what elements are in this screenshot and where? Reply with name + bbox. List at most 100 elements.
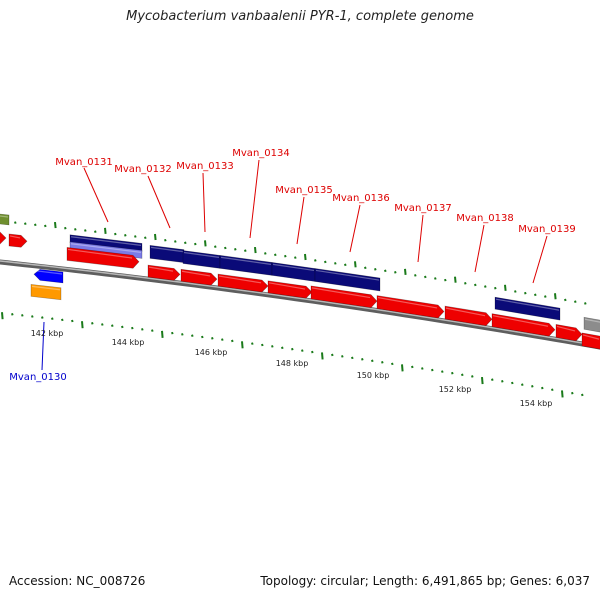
outer-tick xyxy=(24,222,27,225)
inner-tick xyxy=(381,361,384,364)
feature-highlight xyxy=(582,334,600,340)
genome-backbone xyxy=(0,259,600,350)
leader-line xyxy=(417,214,424,263)
inner-tick xyxy=(71,319,74,323)
feature-highlight xyxy=(67,248,133,259)
gene-label: Mvan_0132 xyxy=(114,164,171,175)
backbone-highlight xyxy=(0,260,600,347)
outer-tick xyxy=(504,284,507,291)
outer-tick xyxy=(144,236,147,240)
inner-tick xyxy=(481,376,484,385)
inner-tick xyxy=(61,318,64,322)
inner-tick xyxy=(321,352,324,360)
inner-tick xyxy=(531,385,534,388)
label-leader-lines xyxy=(41,159,548,371)
cds-arrow xyxy=(66,247,140,269)
inner-tick xyxy=(21,314,24,317)
outer-tick xyxy=(154,233,157,241)
outer-tick xyxy=(14,221,17,224)
outer-tick xyxy=(584,302,587,305)
outer-tick xyxy=(104,227,107,234)
outer-tick xyxy=(424,275,427,279)
cds-arrow xyxy=(180,268,218,286)
inner-tick xyxy=(311,350,314,354)
inner-tick xyxy=(571,391,574,395)
cds-arrow xyxy=(0,231,7,245)
outer-tick xyxy=(184,241,187,245)
outer-tick xyxy=(164,238,167,242)
feature-highlight xyxy=(70,236,142,246)
outer-tick xyxy=(74,228,77,231)
scale-label: 146 kbp xyxy=(195,348,228,357)
inner-tick xyxy=(171,331,174,335)
scale-label: 142 kbp xyxy=(31,329,64,338)
outer-tick xyxy=(404,268,407,275)
outer-tick xyxy=(264,252,267,255)
gene-label: Mvan_0134 xyxy=(232,148,289,159)
inner-tick xyxy=(261,343,264,347)
outer-tick xyxy=(394,271,397,274)
scale-label: 144 kbp xyxy=(112,338,145,347)
feature-highlight xyxy=(445,307,486,317)
scale-label: 152 kbp xyxy=(439,385,472,394)
scale-labels: 142 kbp 144 kbp 146 kbp 148 kbp 150 kbp 152 k… xyxy=(31,329,553,408)
outer-tick xyxy=(194,242,197,246)
leader-line xyxy=(349,204,361,253)
inner-tick xyxy=(471,375,474,378)
cds-arrow xyxy=(376,295,445,319)
inner-tick xyxy=(101,323,104,326)
cds-arrow xyxy=(310,285,378,308)
feature-highlight xyxy=(377,296,438,309)
feature-highlight xyxy=(148,266,174,272)
inner-tick xyxy=(361,358,364,361)
outer-tick xyxy=(84,229,87,232)
inner-tick xyxy=(201,335,204,339)
inner-tick xyxy=(161,330,164,338)
outer-tick xyxy=(494,286,497,290)
inner-tick xyxy=(241,341,244,349)
outer-tick xyxy=(294,256,297,259)
leader-line xyxy=(249,159,260,239)
leader-line xyxy=(296,196,305,245)
feature-track xyxy=(0,213,600,350)
leader-line xyxy=(532,235,548,284)
inner-tick xyxy=(501,380,504,383)
inner-tick xyxy=(131,326,134,330)
accession-text: Accession: NC_008726 xyxy=(9,574,146,588)
scale-label: 148 kbp xyxy=(276,359,309,368)
feature-highlight xyxy=(272,263,315,272)
inner-tick xyxy=(461,373,464,377)
outer-tick xyxy=(124,233,127,237)
inner-tick xyxy=(391,362,394,366)
gene-label: Mvan_0139 xyxy=(518,224,575,235)
inner-tick xyxy=(511,381,514,385)
outer-tick xyxy=(564,298,567,302)
inner-tick xyxy=(1,312,4,320)
inner-tick xyxy=(541,386,544,390)
gene-label: Mvan_0137 xyxy=(394,203,451,214)
inner-tick xyxy=(291,347,294,351)
outer-tick xyxy=(534,293,537,297)
inner-tick xyxy=(451,371,454,375)
cds-arrow xyxy=(491,313,556,337)
inner-tick xyxy=(151,329,154,332)
inner-tick xyxy=(491,378,494,381)
feature-highlight xyxy=(34,270,63,275)
inner-tick xyxy=(331,353,334,357)
inner-tick xyxy=(41,316,44,319)
inner-tick xyxy=(181,333,184,336)
outer-tick xyxy=(384,269,387,273)
inner-tick xyxy=(411,365,414,369)
inner-tick xyxy=(281,346,284,350)
feature-highlight xyxy=(584,318,600,323)
outer-tick xyxy=(254,246,257,254)
outer-tick xyxy=(334,262,337,265)
outer-tick xyxy=(474,283,477,287)
inner-tick xyxy=(121,325,124,329)
outer-tick xyxy=(214,245,217,248)
outer-tick xyxy=(544,295,547,298)
cds-arrow xyxy=(147,264,181,281)
outer-tick xyxy=(44,224,47,228)
inner-tick xyxy=(211,337,214,340)
